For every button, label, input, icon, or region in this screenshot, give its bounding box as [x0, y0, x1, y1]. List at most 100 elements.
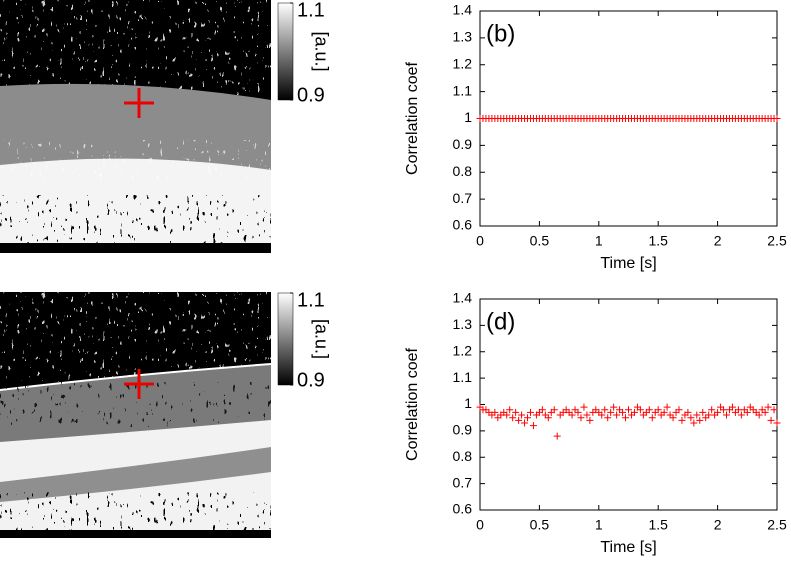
point	[586, 416, 594, 424]
point	[737, 411, 745, 419]
point	[515, 416, 523, 424]
point	[734, 406, 742, 414]
y-tick-label: 0.8	[453, 448, 473, 464]
speckle	[0, 0, 271, 95]
point	[613, 411, 621, 419]
point	[684, 408, 692, 416]
x-tick-label: 2	[714, 517, 722, 533]
y-tick-label: 0.6	[453, 217, 473, 233]
point	[518, 411, 526, 419]
point	[675, 406, 683, 414]
colorbar-unit: [a.u.]	[311, 319, 331, 359]
colorbar	[277, 2, 294, 101]
panel-label: (d)	[486, 308, 515, 335]
image-edge	[0, 243, 271, 253]
point	[538, 406, 546, 414]
point	[622, 414, 630, 422]
x-tick-label: 1	[595, 233, 603, 249]
x-tick-label: 2.5	[767, 517, 787, 533]
colorbar-tick-label: 0.9	[297, 84, 325, 106]
y-tick-label: 1.4	[453, 290, 473, 306]
x-tick-label: 1.5	[648, 233, 668, 249]
point	[610, 403, 618, 411]
x-axis-label: Time [s]	[600, 255, 656, 272]
y-axis-label: Correlation coef	[404, 347, 421, 461]
point	[767, 416, 775, 424]
point	[604, 414, 612, 422]
point	[755, 411, 763, 419]
point	[708, 406, 716, 414]
speckle	[0, 140, 271, 180]
point	[574, 408, 582, 416]
point	[699, 408, 707, 416]
point	[526, 408, 534, 416]
x-tick-label: 1.5	[648, 517, 668, 533]
image-c	[0, 292, 272, 538]
x-tick-label: 0	[476, 233, 484, 249]
panel-label: (a)	[2, 7, 31, 34]
crosshair	[124, 369, 154, 399]
point	[491, 408, 499, 416]
x-tick-label: 0.5	[530, 517, 550, 533]
panel-label: (c)	[2, 299, 30, 326]
point	[654, 406, 662, 414]
point	[625, 406, 632, 414]
gray-stripe	[0, 447, 271, 502]
x-tick-label: 1	[595, 517, 603, 533]
y-tick-label: 0.7	[453, 474, 473, 490]
point	[550, 406, 558, 414]
x-axis-label: Time [s]	[600, 539, 656, 556]
point	[503, 411, 511, 419]
point	[645, 406, 653, 414]
speckle	[0, 195, 271, 245]
point	[529, 422, 537, 430]
point	[506, 406, 514, 414]
x-tick-label: 0.5	[530, 233, 550, 249]
point	[723, 411, 731, 419]
image-a	[0, 0, 271, 253]
image-edge	[0, 530, 271, 538]
point	[583, 411, 591, 419]
point	[773, 419, 781, 427]
point	[553, 432, 561, 440]
point	[524, 414, 532, 422]
y-tick-label: 1	[464, 109, 472, 125]
y-axis-label: Correlation coef	[404, 61, 421, 175]
point	[764, 403, 772, 411]
y-tick-label: 1.4	[453, 2, 473, 18]
y-tick-label: 1.3	[453, 316, 473, 332]
point	[663, 403, 671, 411]
point	[521, 419, 529, 427]
y-tick-label: 0.7	[453, 190, 473, 206]
colorbar	[277, 292, 294, 386]
point	[687, 414, 695, 422]
point	[761, 408, 769, 416]
point	[728, 403, 736, 411]
point	[648, 414, 656, 422]
point	[714, 408, 722, 416]
panel-label: (b)	[486, 20, 515, 47]
point	[619, 408, 627, 416]
point	[568, 411, 576, 419]
y-tick-label: 0.9	[453, 136, 473, 152]
point	[544, 414, 552, 422]
point	[598, 411, 606, 419]
point	[678, 416, 686, 424]
point	[577, 414, 585, 422]
point	[580, 403, 588, 411]
colorbar-tick-label: 1.1	[297, 0, 325, 21]
x-tick-label: 2.5	[767, 233, 787, 249]
colorbar-tick-label: 0.9	[297, 369, 325, 391]
y-tick-label: 1.2	[453, 55, 473, 71]
point	[696, 416, 704, 424]
y-tick-label: 1.1	[453, 369, 473, 385]
point	[693, 411, 701, 419]
x-tick-label: 2	[714, 233, 722, 249]
point	[601, 406, 609, 414]
y-tick-label: 1.3	[453, 29, 473, 45]
point	[509, 414, 517, 422]
point	[770, 406, 778, 414]
point	[720, 406, 728, 414]
y-tick-label: 0.8	[453, 163, 473, 179]
